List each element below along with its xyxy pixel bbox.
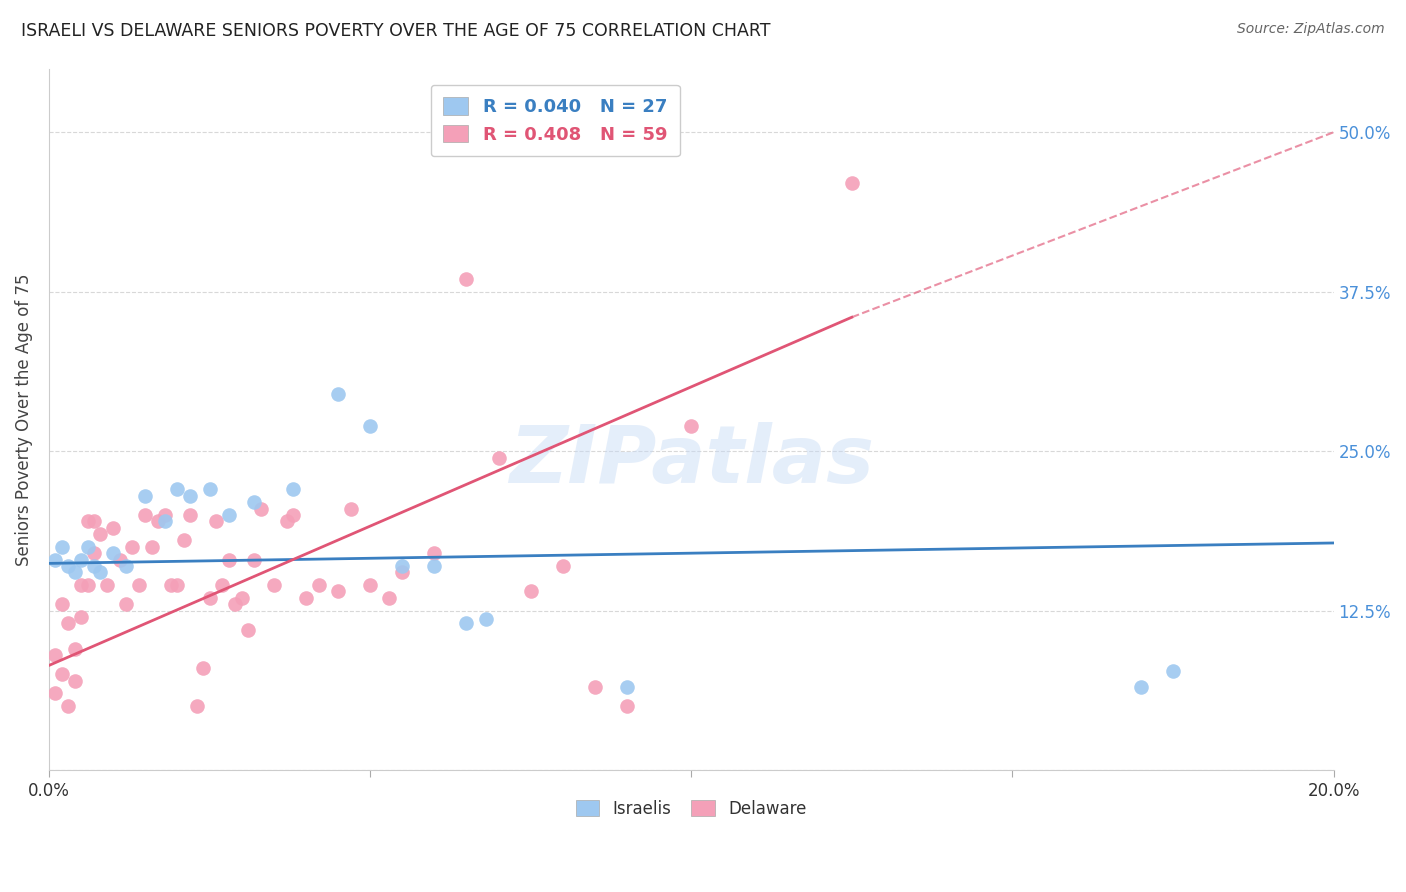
Point xyxy=(359,418,381,433)
Point xyxy=(583,680,606,694)
Point xyxy=(141,540,163,554)
Point xyxy=(456,616,478,631)
Point xyxy=(58,616,80,631)
Point xyxy=(96,578,118,592)
Point xyxy=(115,558,138,573)
Point xyxy=(121,540,143,554)
Point xyxy=(211,578,233,592)
Point xyxy=(198,483,221,497)
Point xyxy=(243,495,266,509)
Point xyxy=(243,552,266,566)
Point xyxy=(166,483,188,497)
Point xyxy=(474,613,496,627)
Point xyxy=(173,533,195,548)
Point xyxy=(76,578,98,592)
Point xyxy=(179,489,201,503)
Point xyxy=(51,540,73,554)
Text: Source: ZipAtlas.com: Source: ZipAtlas.com xyxy=(1237,22,1385,37)
Point xyxy=(326,584,349,599)
Point xyxy=(44,648,66,663)
Point xyxy=(191,661,214,675)
Point xyxy=(83,546,105,560)
Point xyxy=(70,552,93,566)
Point xyxy=(519,584,541,599)
Point xyxy=(340,501,363,516)
Legend: Israelis, Delaware: Israelis, Delaware xyxy=(569,794,813,825)
Point xyxy=(89,566,111,580)
Point xyxy=(276,514,298,528)
Point xyxy=(58,558,80,573)
Point xyxy=(89,527,111,541)
Point xyxy=(681,418,703,433)
Point xyxy=(134,489,156,503)
Point xyxy=(231,591,253,605)
Point xyxy=(263,578,285,592)
Point xyxy=(391,558,413,573)
Point xyxy=(70,578,93,592)
Point xyxy=(103,521,125,535)
Point xyxy=(108,552,131,566)
Point xyxy=(224,597,246,611)
Point xyxy=(1129,680,1152,694)
Point xyxy=(281,483,304,497)
Point xyxy=(391,566,413,580)
Point xyxy=(103,546,125,560)
Point xyxy=(51,597,73,611)
Point xyxy=(295,591,318,605)
Point xyxy=(1161,664,1184,678)
Point xyxy=(551,558,574,573)
Point xyxy=(488,450,510,465)
Point xyxy=(308,578,330,592)
Point xyxy=(160,578,183,592)
Text: ISRAELI VS DELAWARE SENIORS POVERTY OVER THE AGE OF 75 CORRELATION CHART: ISRAELI VS DELAWARE SENIORS POVERTY OVER… xyxy=(21,22,770,40)
Point xyxy=(76,514,98,528)
Point xyxy=(205,514,228,528)
Point xyxy=(83,558,105,573)
Point xyxy=(236,623,259,637)
Point xyxy=(616,699,638,714)
Point xyxy=(186,699,208,714)
Point xyxy=(44,686,66,700)
Point xyxy=(281,508,304,522)
Point xyxy=(134,508,156,522)
Point xyxy=(378,591,401,605)
Point xyxy=(44,552,66,566)
Point xyxy=(359,578,381,592)
Point xyxy=(179,508,201,522)
Point xyxy=(63,566,86,580)
Point xyxy=(63,641,86,656)
Point xyxy=(250,501,273,516)
Point xyxy=(76,540,98,554)
Point xyxy=(841,177,863,191)
Point xyxy=(423,546,446,560)
Point xyxy=(128,578,150,592)
Point xyxy=(51,667,73,681)
Point xyxy=(115,597,138,611)
Point xyxy=(456,272,478,286)
Point xyxy=(218,508,240,522)
Point xyxy=(146,514,169,528)
Y-axis label: Seniors Poverty Over the Age of 75: Seniors Poverty Over the Age of 75 xyxy=(15,273,32,566)
Point xyxy=(58,699,80,714)
Point xyxy=(70,610,93,624)
Text: ZIPatlas: ZIPatlas xyxy=(509,422,873,500)
Point xyxy=(423,558,446,573)
Point xyxy=(153,514,176,528)
Point xyxy=(218,552,240,566)
Point xyxy=(63,673,86,688)
Point xyxy=(83,514,105,528)
Point xyxy=(326,386,349,401)
Point xyxy=(198,591,221,605)
Point xyxy=(153,508,176,522)
Point xyxy=(616,680,638,694)
Point xyxy=(166,578,188,592)
